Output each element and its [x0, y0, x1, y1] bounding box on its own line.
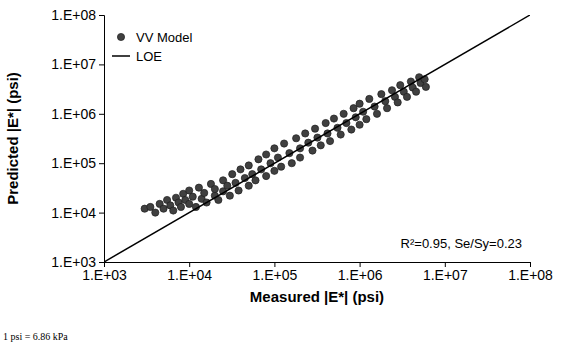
point — [340, 110, 347, 117]
point — [189, 193, 196, 200]
y-axis: 1.E+03 1.E+04 1.E+05 1.E+06 1.E+07 1.E+08 — [51, 7, 104, 270]
tick: 1.E+04 — [51, 205, 104, 221]
point — [211, 185, 218, 192]
legend-symbol — [112, 55, 130, 57]
point — [263, 151, 270, 158]
tick: 1.E+05 — [253, 262, 298, 283]
point — [245, 182, 252, 189]
point — [201, 189, 208, 196]
point — [350, 105, 357, 112]
point — [186, 200, 193, 207]
point — [271, 167, 278, 174]
point — [252, 177, 259, 184]
scatter-series — [141, 74, 429, 217]
footnote: 1 psi = 6.86 kPa — [3, 331, 68, 342]
point — [337, 131, 344, 138]
tick-mark — [99, 163, 104, 164]
point — [302, 130, 309, 137]
tick: 1.E+07 — [423, 262, 468, 283]
tick-label: 1.E+08 — [51, 7, 96, 23]
tick-label: 1.E+07 — [51, 56, 96, 72]
tick: 1.E+04 — [167, 262, 212, 283]
tick-label: 1.E+07 — [423, 267, 468, 283]
y-axis-title: Predicted |E*| (psi) — [4, 72, 21, 205]
tick-label: 1.E+08 — [508, 267, 553, 283]
point — [263, 172, 270, 179]
point — [330, 115, 337, 122]
point — [412, 88, 419, 95]
tick: 1.E+07 — [51, 56, 104, 72]
axis-line — [99, 16, 105, 263]
point — [296, 154, 303, 161]
point — [170, 207, 177, 214]
point — [235, 187, 242, 194]
point — [356, 100, 363, 107]
point — [397, 82, 404, 89]
tick-label: 1.E+03 — [51, 254, 96, 270]
tick-mark — [99, 213, 104, 214]
point — [152, 209, 159, 216]
point — [278, 163, 285, 170]
point — [293, 135, 300, 142]
point — [271, 145, 278, 152]
tick: 1.E+08 — [51, 7, 104, 23]
legend: VV Model LOE — [112, 30, 192, 64]
point — [177, 203, 184, 210]
point — [160, 205, 167, 212]
point — [373, 110, 380, 117]
point — [309, 147, 316, 154]
point — [366, 95, 373, 102]
point — [348, 126, 355, 133]
point — [281, 140, 288, 147]
tick-label: 1.E+06 — [338, 267, 383, 283]
point — [326, 138, 333, 145]
tick-label: 1.E+05 — [51, 155, 96, 171]
tick: 1.E+08 — [508, 262, 553, 283]
tick: 1.E+03 — [51, 254, 104, 270]
tick-label: 1.E+05 — [253, 267, 298, 283]
tick-label: 1.E+06 — [51, 106, 96, 122]
point — [394, 99, 401, 106]
point — [422, 83, 429, 90]
point — [226, 192, 233, 199]
legend-label: LOE — [136, 49, 162, 64]
point — [317, 142, 324, 149]
point — [403, 93, 410, 100]
line-series — [104, 15, 530, 262]
tick-mark — [99, 64, 104, 65]
point — [255, 156, 262, 163]
point — [363, 116, 370, 123]
tick: 1.E+06 — [338, 262, 383, 283]
point — [311, 125, 318, 132]
legend-label: VV Model — [136, 30, 192, 45]
tick-mark — [99, 262, 104, 263]
point — [356, 121, 363, 128]
point — [322, 119, 329, 126]
point — [237, 166, 244, 173]
point — [245, 162, 252, 169]
x-axis: 1.E+031.E+041.E+051.E+061.E+071.E+08 — [82, 262, 553, 283]
tick-mark — [99, 15, 104, 16]
plot-area — [104, 15, 530, 262]
tick-mark — [99, 114, 104, 115]
chart: 1.E+031.E+041.E+051.E+061.E+071.E+081.E+… — [0, 0, 571, 347]
point — [383, 105, 390, 112]
point — [378, 91, 385, 98]
tick-label: 1.E+04 — [167, 267, 212, 283]
point — [288, 160, 295, 167]
tick: 1.E+05 — [51, 155, 104, 171]
point — [229, 171, 236, 178]
annotation: R²=0.95, Se/Sy=0.23 — [401, 236, 522, 251]
legend-symbol — [117, 33, 124, 40]
x-axis-title: Measured |E*| (psi) — [250, 288, 384, 305]
tick: 1.E+06 — [51, 106, 104, 122]
tick-label: 1.E+04 — [51, 205, 96, 221]
